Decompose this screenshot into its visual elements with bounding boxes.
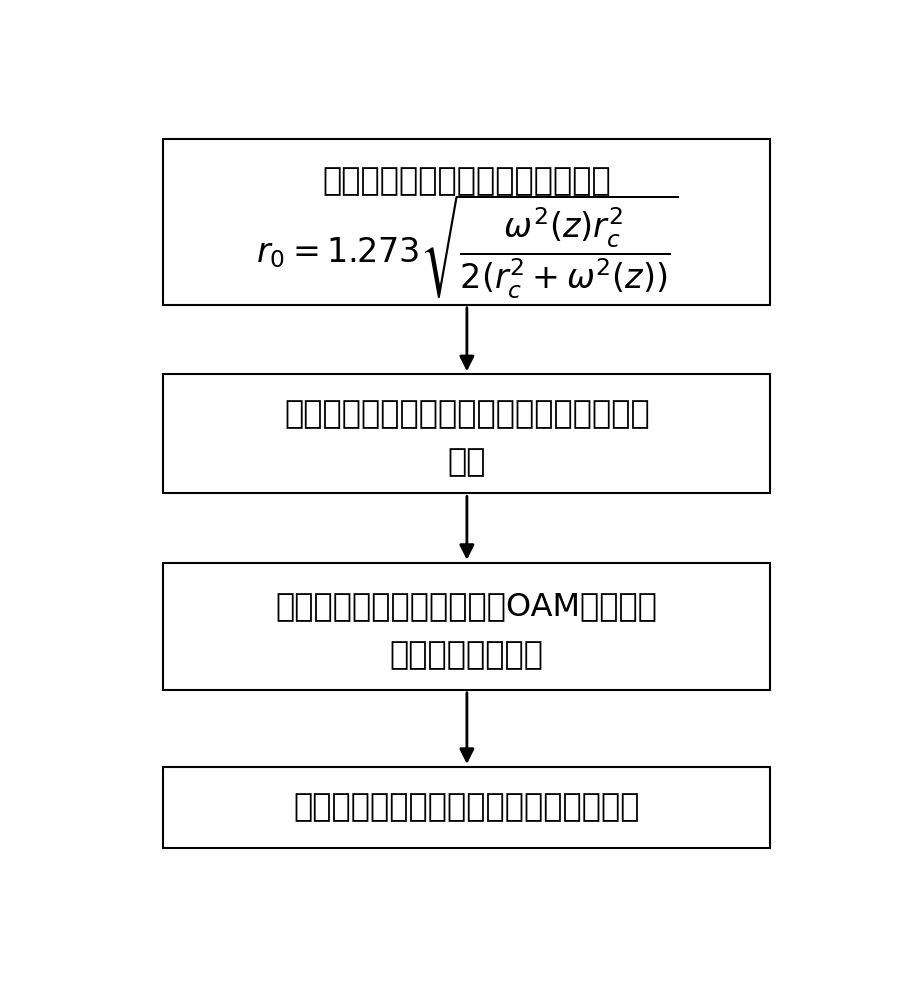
Bar bbox=[163, 374, 771, 493]
Bar bbox=[163, 767, 771, 848]
Text: 确定环线积分螺旋谱分析的半径：: 确定环线积分螺旋谱分析的半径： bbox=[322, 166, 611, 197]
Bar bbox=[163, 563, 771, 690]
Text: 计算环线积分半径上各阶谐波的模式纯度: 计算环线积分半径上各阶谐波的模式纯度 bbox=[293, 792, 640, 823]
Text: 确定闭圆环上的相位分布、OAM阶数、幅: 确定闭圆环上的相位分布、OAM阶数、幅 bbox=[276, 591, 658, 622]
Text: 度分布、功率分布: 度分布、功率分布 bbox=[390, 640, 544, 671]
Text: $r_0 = 1.273\sqrt{\dfrac{\omega^2(z)r_c^2}{2(r_c^2 + \omega^2(z))}}$: $r_0 = 1.273\sqrt{\dfrac{\omega^2(z)r_c^… bbox=[256, 193, 678, 301]
Bar bbox=[163, 139, 771, 305]
Text: 确定关键参数：环面距离、束腰半径、相干: 确定关键参数：环面距离、束腰半径、相干 bbox=[284, 399, 650, 430]
Text: 长度: 长度 bbox=[447, 447, 486, 478]
